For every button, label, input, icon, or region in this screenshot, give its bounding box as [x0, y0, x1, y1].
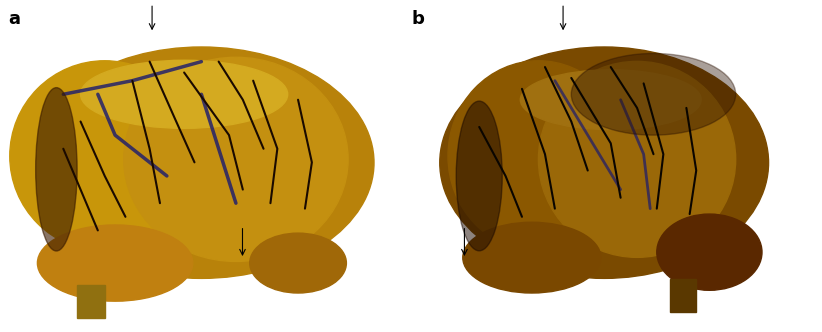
Ellipse shape [520, 70, 701, 130]
Ellipse shape [448, 61, 629, 251]
Bar [670, 280, 696, 312]
Ellipse shape [38, 225, 192, 301]
Ellipse shape [29, 47, 374, 278]
Text: a: a [8, 10, 21, 28]
Ellipse shape [440, 47, 769, 278]
Ellipse shape [571, 53, 736, 135]
Text: b: b [411, 10, 424, 28]
Ellipse shape [10, 61, 200, 251]
Ellipse shape [81, 60, 288, 128]
Ellipse shape [35, 88, 77, 251]
Ellipse shape [657, 214, 762, 290]
Ellipse shape [538, 61, 736, 257]
Ellipse shape [463, 222, 601, 293]
Bar [77, 285, 104, 317]
Ellipse shape [250, 233, 346, 293]
Ellipse shape [456, 101, 502, 251]
Ellipse shape [123, 57, 348, 262]
